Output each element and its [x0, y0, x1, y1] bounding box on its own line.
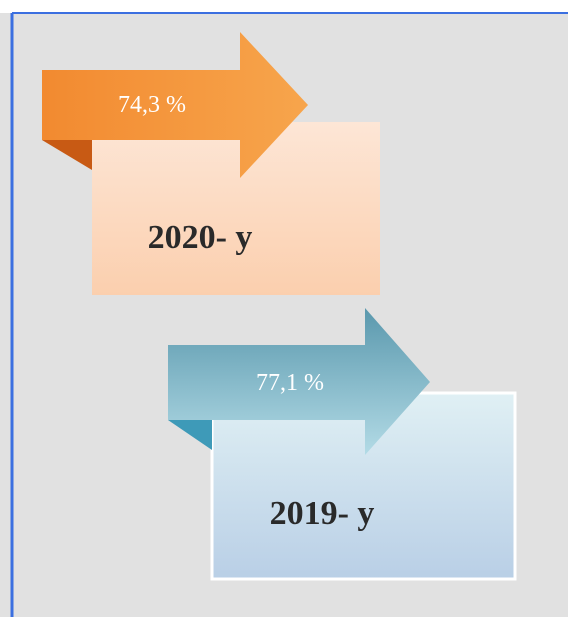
fold [168, 420, 212, 450]
arrow [168, 308, 430, 455]
box [92, 122, 380, 295]
year-label: 2020- y [148, 219, 253, 256]
percent: 77,1 % [256, 370, 324, 396]
arrow [42, 32, 308, 178]
top-strip [0, 0, 568, 13]
node-2019: 77,1 % 2019- y [168, 308, 517, 581]
box [210, 391, 517, 581]
year-label: 2019- y [270, 495, 375, 532]
fold [42, 140, 92, 170]
node-2020: 74,3 % 2020- y [42, 32, 380, 295]
percent: 74,3 % [118, 92, 186, 118]
